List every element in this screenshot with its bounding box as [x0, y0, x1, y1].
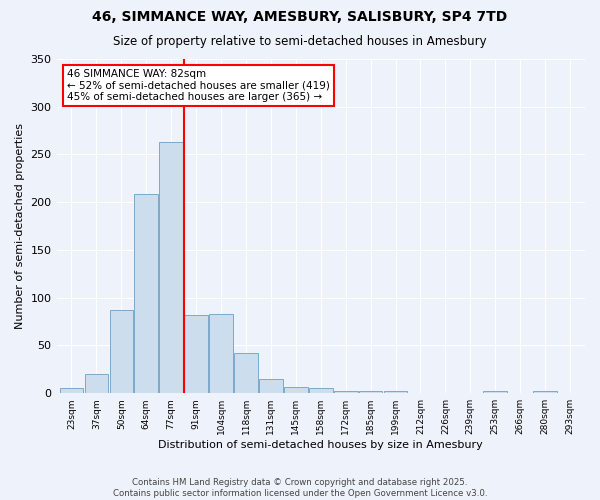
Bar [533, 392, 557, 393]
Text: Contains HM Land Registry data © Crown copyright and database right 2025.
Contai: Contains HM Land Registry data © Crown c… [113, 478, 487, 498]
Y-axis label: Number of semi-detached properties: Number of semi-detached properties [15, 123, 25, 329]
Bar [484, 392, 507, 393]
Bar [384, 392, 407, 393]
Bar [234, 353, 258, 393]
Bar [309, 388, 332, 393]
Bar [209, 314, 233, 393]
Bar [359, 392, 382, 393]
Text: 46 SIMMANCE WAY: 82sqm
← 52% of semi-detached houses are smaller (419)
45% of se: 46 SIMMANCE WAY: 82sqm ← 52% of semi-det… [67, 69, 330, 102]
Bar [110, 310, 133, 393]
Bar [59, 388, 83, 393]
Bar [284, 386, 308, 393]
Bar [334, 392, 358, 393]
Bar [160, 142, 183, 393]
Bar [259, 379, 283, 393]
Text: Size of property relative to semi-detached houses in Amesbury: Size of property relative to semi-detach… [113, 35, 487, 48]
Bar [184, 315, 208, 393]
Bar [134, 194, 158, 393]
Bar [85, 374, 108, 393]
Text: 46, SIMMANCE WAY, AMESBURY, SALISBURY, SP4 7TD: 46, SIMMANCE WAY, AMESBURY, SALISBURY, S… [92, 10, 508, 24]
X-axis label: Distribution of semi-detached houses by size in Amesbury: Distribution of semi-detached houses by … [158, 440, 483, 450]
